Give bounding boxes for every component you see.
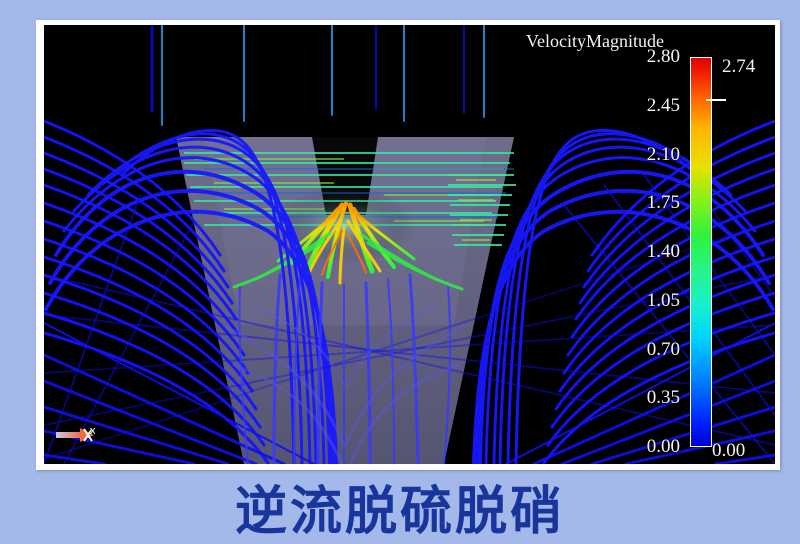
nozzle-jet-sprays <box>232 187 464 291</box>
far-field-streamlines <box>44 170 775 464</box>
render-viewport[interactable]: x VelocityMagnitude 2.80 2.45 2.10 1.75 1.40… <box>44 25 775 464</box>
axis-label-x: x <box>90 425 96 437</box>
orientation-axis-widget: x <box>54 420 134 460</box>
figure-caption: 逆流脱硫脱硝 <box>234 481 565 542</box>
funnel-faint-arcs <box>222 304 466 464</box>
cfd-scene: x VelocityMagnitude 2.80 2.45 2.10 1.75 1.40… <box>44 25 775 464</box>
funnel-inner-streamlines <box>238 273 452 464</box>
right-packing-column <box>448 174 516 246</box>
axis-arrow-icon <box>56 428 94 442</box>
streamline-plot <box>44 25 775 464</box>
